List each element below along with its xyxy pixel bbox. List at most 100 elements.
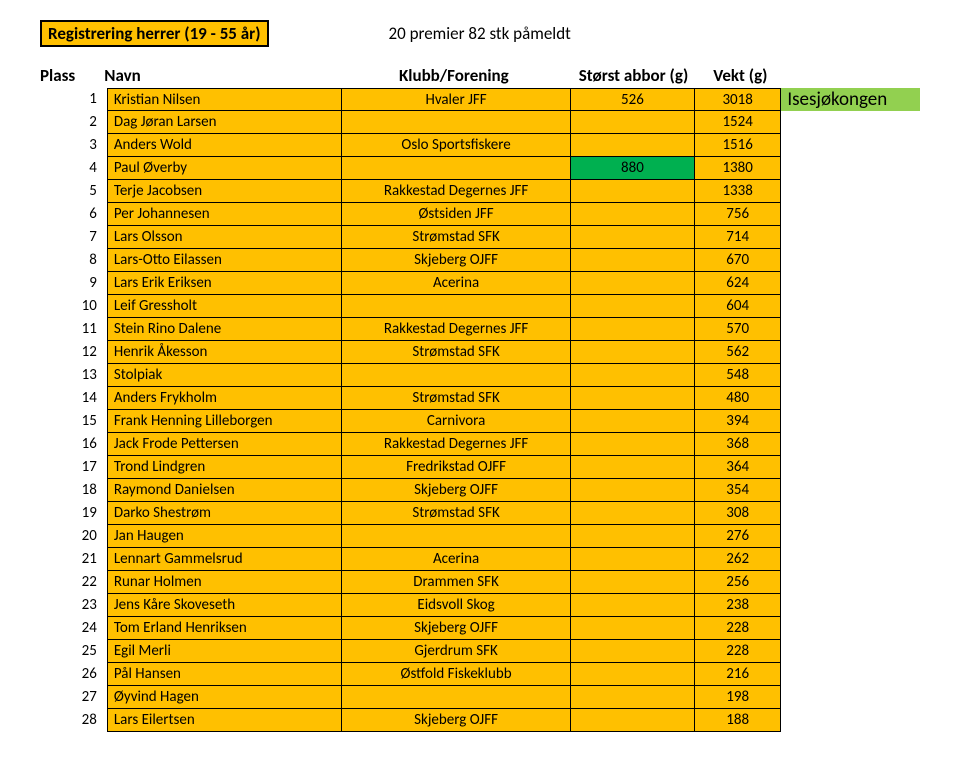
cell-vekt: 198 xyxy=(695,686,781,709)
cell-abbor xyxy=(571,410,695,433)
cell-badge xyxy=(781,249,920,272)
cell-badge xyxy=(781,410,920,433)
cell-navn: Kristian Nilsen xyxy=(107,88,342,111)
cell-abbor xyxy=(571,272,695,295)
cell-abbor xyxy=(571,364,695,387)
cell-vekt: 256 xyxy=(695,571,781,594)
cell-plass: 11 xyxy=(40,318,107,341)
cell-vekt: 276 xyxy=(695,525,781,548)
cell-klubb xyxy=(342,295,570,318)
table-row: 15Frank Henning LilleborgenCarnivora394 xyxy=(40,410,920,433)
cell-badge xyxy=(781,502,920,525)
cell-klubb: Acerina xyxy=(342,272,570,295)
cell-navn: Jan Haugen xyxy=(107,525,342,548)
cell-vekt: 228 xyxy=(695,640,781,663)
table-row: 4Paul Øverby8801380 xyxy=(40,157,920,180)
cell-vekt: 354 xyxy=(695,479,781,502)
cell-klubb: Drammen SFK xyxy=(342,571,570,594)
cell-vekt: 394 xyxy=(695,410,781,433)
cell-badge xyxy=(781,226,920,249)
cell-navn: Lars-Otto Eilassen xyxy=(107,249,342,272)
cell-klubb xyxy=(342,157,570,180)
cell-plass: 22 xyxy=(40,571,107,594)
cell-navn: Raymond Danielsen xyxy=(107,479,342,502)
cell-klubb: Skjeberg OJFF xyxy=(342,479,570,502)
table-row: 13Stolpiak548 xyxy=(40,364,920,387)
cell-navn: Stein Rino Dalene xyxy=(107,318,342,341)
cell-badge xyxy=(781,180,920,203)
cell-badge xyxy=(781,571,920,594)
cell-klubb: Rakkestad Degernes JFF xyxy=(342,318,570,341)
cell-abbor xyxy=(571,111,695,134)
premier-text: 20 premier 82 stk påmeldt xyxy=(389,23,571,44)
cell-abbor xyxy=(571,387,695,410)
cell-vekt: 1338 xyxy=(695,180,781,203)
cell-plass: 10 xyxy=(40,295,107,318)
cell-navn: Anders Wold xyxy=(107,134,342,157)
cell-vekt: 188 xyxy=(695,709,781,732)
cell-vekt: 368 xyxy=(695,433,781,456)
cell-plass: 3 xyxy=(40,134,107,157)
cell-navn: Leif Gressholt xyxy=(107,295,342,318)
col-plass: Plass xyxy=(40,65,98,86)
cell-plass: 26 xyxy=(40,663,107,686)
cell-plass: 9 xyxy=(40,272,107,295)
cell-abbor xyxy=(571,226,695,249)
table-row: 19Darko ShestrømStrømstad SFK308 xyxy=(40,502,920,525)
table-row: 8Lars-Otto EilassenSkjeberg OJFF670 xyxy=(40,249,920,272)
col-vekt: Vekt (g) xyxy=(697,65,784,86)
cell-navn: Stolpiak xyxy=(107,364,342,387)
cell-klubb: Skjeberg OJFF xyxy=(342,249,570,272)
cell-badge xyxy=(781,318,920,341)
cell-klubb: Østsiden JFF xyxy=(342,203,570,226)
cell-klubb: Skjeberg OJFF xyxy=(342,709,570,732)
cell-badge xyxy=(781,272,920,295)
cell-klubb: Fredrikstad OJFF xyxy=(342,456,570,479)
cell-plass: 1 xyxy=(40,88,107,111)
cell-badge xyxy=(781,341,920,364)
cell-badge xyxy=(781,387,920,410)
table-row: 18Raymond DanielsenSkjeberg OJFF354 xyxy=(40,479,920,502)
cell-navn: Per Johannesen xyxy=(107,203,342,226)
cell-klubb: Rakkestad Degernes JFF xyxy=(342,433,570,456)
table-row: 25Egil MerliGjerdrum SFK228 xyxy=(40,640,920,663)
cell-navn: Jens Kåre Skoveseth xyxy=(107,594,342,617)
table-row: 9Lars Erik EriksenAcerina624 xyxy=(40,272,920,295)
cell-plass: 14 xyxy=(40,387,107,410)
cell-vekt: 3018 xyxy=(695,88,781,111)
cell-plass: 15 xyxy=(40,410,107,433)
cell-navn: Frank Henning Lilleborgen xyxy=(107,410,342,433)
cell-klubb xyxy=(342,525,570,548)
table-row: 16Jack Frode PettersenRakkestad Degernes… xyxy=(40,433,920,456)
cell-vekt: 562 xyxy=(695,341,781,364)
cell-klubb xyxy=(342,111,570,134)
table-row: 3Anders WoldOslo Sportsfiskere1516 xyxy=(40,134,920,157)
cell-plass: 19 xyxy=(40,502,107,525)
cell-vekt: 216 xyxy=(695,663,781,686)
cell-vekt: 714 xyxy=(695,226,781,249)
cell-vekt: 570 xyxy=(695,318,781,341)
cell-klubb: Rakkestad Degernes JFF xyxy=(342,180,570,203)
cell-badge xyxy=(781,640,920,663)
cell-vekt: 604 xyxy=(695,295,781,318)
cell-abbor xyxy=(571,318,695,341)
cell-plass: 16 xyxy=(40,433,107,456)
cell-klubb: Oslo Sportsfiskere xyxy=(342,134,570,157)
cell-plass: 12 xyxy=(40,341,107,364)
cell-abbor xyxy=(571,134,695,157)
cell-abbor xyxy=(571,456,695,479)
cell-plass: 25 xyxy=(40,640,107,663)
cell-navn: Lars Olsson xyxy=(107,226,342,249)
cell-plass: 28 xyxy=(40,709,107,732)
cell-plass: 8 xyxy=(40,249,107,272)
cell-plass: 23 xyxy=(40,594,107,617)
cell-navn: Pål Hansen xyxy=(107,663,342,686)
cell-plass: 24 xyxy=(40,617,107,640)
cell-navn: Dag Jøran Larsen xyxy=(107,111,342,134)
table-row: 28Lars EilertsenSkjeberg OJFF188 xyxy=(40,709,920,732)
cell-abbor xyxy=(571,548,695,571)
cell-abbor xyxy=(571,571,695,594)
table-row: 17Trond LindgrenFredrikstad OJFF364 xyxy=(40,456,920,479)
cell-badge xyxy=(781,111,920,134)
cell-abbor xyxy=(571,295,695,318)
